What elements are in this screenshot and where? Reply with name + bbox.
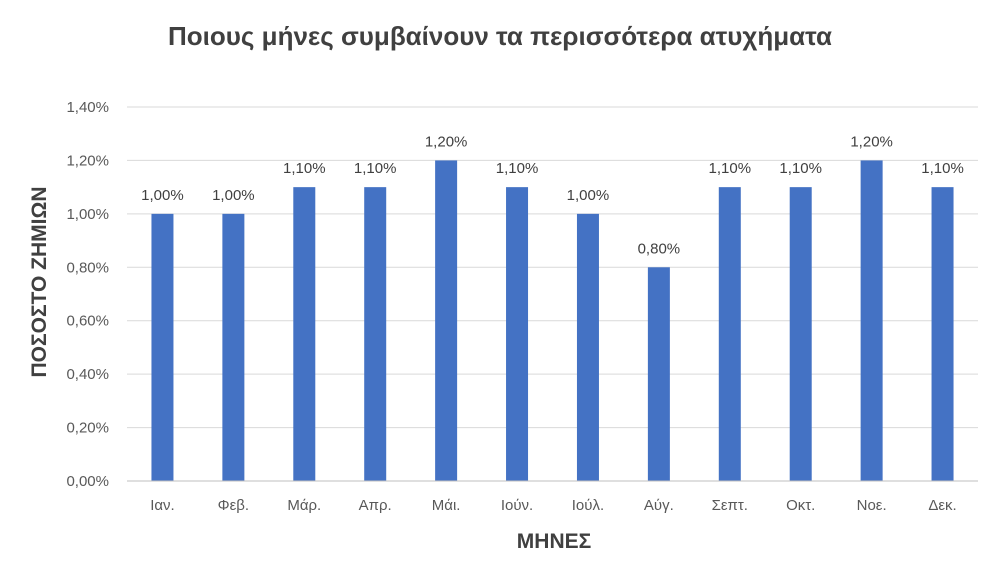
bar — [364, 187, 387, 481]
x-tick-label: Ιούν. — [501, 497, 533, 514]
data-label: 1,10% — [354, 160, 397, 177]
x-tick-label: Μάι. — [432, 497, 461, 514]
y-axis-title: ΠΟΣΟΣΤΟ ΖΗΜΙΩΝ — [28, 187, 51, 378]
x-tick-label: Απρ. — [359, 497, 392, 514]
data-label: 1,00% — [212, 187, 255, 204]
y-tick-label: 0,20% — [66, 420, 109, 437]
data-label: 1,10% — [779, 160, 822, 177]
y-axis-ticks: 0,00% 0,20% 0,40% 0,60% 0,80% 1,00% 1,20% 1,40% — [66, 99, 109, 490]
y-tick-label: 0,80% — [66, 259, 109, 276]
data-label: 1,10% — [709, 160, 752, 177]
bar — [789, 187, 812, 481]
y-tick-label: 1,00% — [66, 206, 109, 223]
data-label: 1,00% — [567, 187, 610, 204]
bar — [576, 213, 599, 481]
x-tick-label: Μάρ. — [287, 497, 321, 514]
x-tick-label: Ιούλ. — [572, 497, 604, 514]
data-label: 1,10% — [283, 160, 326, 177]
bar — [931, 187, 954, 481]
x-tick-label: Οκτ. — [786, 497, 815, 514]
x-tick-label: Αύγ. — [644, 497, 674, 514]
data-label: 1,10% — [496, 160, 539, 177]
x-tick-label: Δεκ. — [928, 497, 956, 514]
bar — [435, 160, 458, 481]
bar — [718, 187, 741, 481]
bar — [293, 187, 316, 481]
data-label: 1,20% — [850, 133, 893, 150]
y-tick-label: 0,40% — [66, 366, 109, 383]
chart-title: Ποιους μήνες συμβαίνουν τα περισσότερα α… — [168, 21, 832, 51]
data-label: 1,00% — [141, 187, 184, 204]
y-tick-label: 1,20% — [66, 152, 109, 169]
bar — [506, 187, 529, 481]
y-tick-label: 0,60% — [66, 313, 109, 330]
data-label: 1,20% — [425, 133, 468, 150]
bar — [647, 267, 670, 481]
x-tick-label: Φεβ. — [218, 497, 249, 514]
gridlines — [127, 106, 978, 429]
x-tick-label: Νοε. — [857, 497, 887, 514]
bar — [860, 160, 883, 481]
x-axis-title: ΜΗΝΕΣ — [517, 530, 591, 553]
y-tick-label: 1,40% — [66, 99, 109, 116]
bar — [151, 213, 174, 481]
y-tick-label: 0,00% — [66, 473, 109, 490]
data-label: 0,80% — [638, 240, 681, 257]
bar — [222, 213, 245, 481]
data-label: 1,10% — [921, 160, 964, 177]
bars — [151, 160, 954, 481]
x-axis-ticks: Ιαν. Φεβ. Μάρ. Απρ. Μάι. Ιούν. Ιούλ. Αύγ. Σεπτ. Ο… — [150, 497, 957, 514]
x-tick-label: Σεπτ. — [712, 497, 748, 514]
x-tick-label: Ιαν. — [150, 497, 175, 514]
data-labels: 1,00% 1,00% 1,10% 1,10% 1,20% 1,10% 1,00% 0,80%… — [141, 133, 964, 257]
